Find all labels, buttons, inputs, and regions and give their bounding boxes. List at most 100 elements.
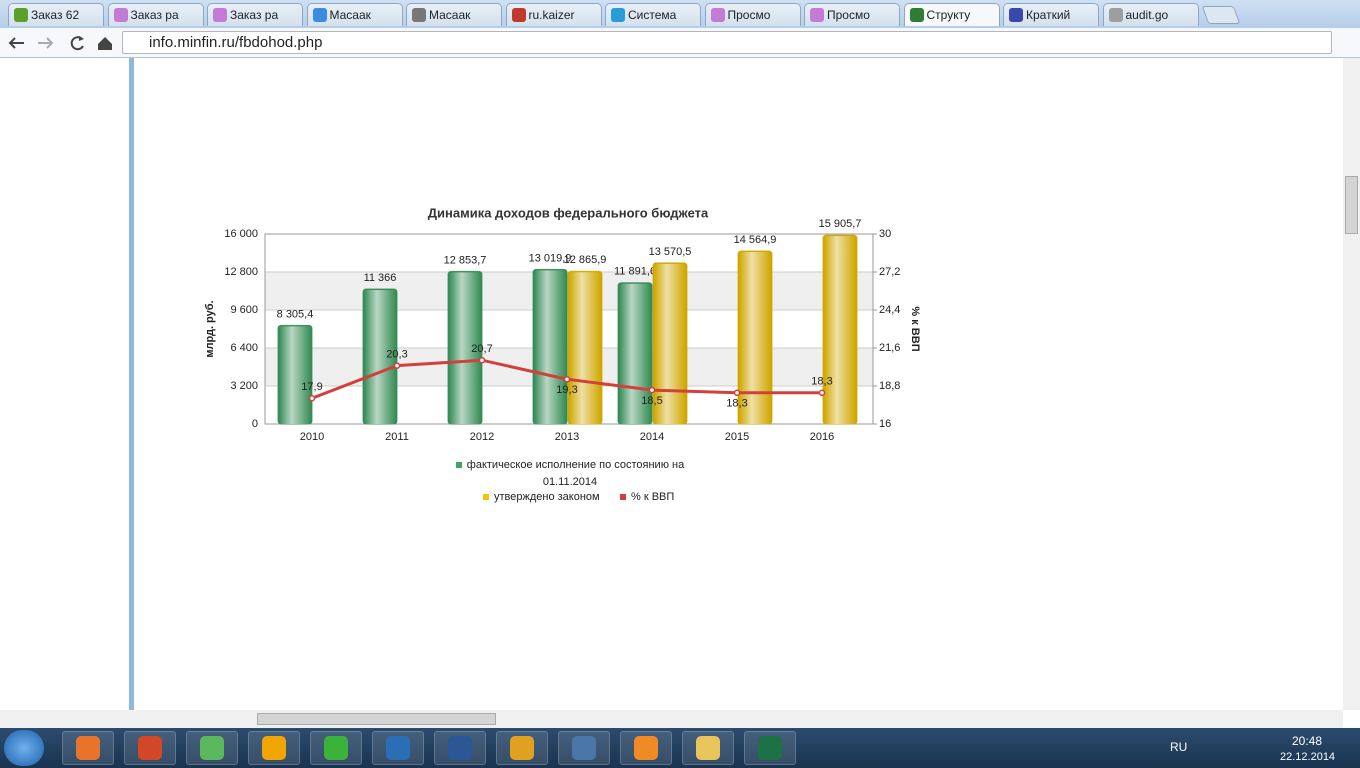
url-field[interactable]: info.minfin.ru/fbdohod.php <box>122 31 1332 54</box>
y-tick-label: 3 200 <box>230 380 258 392</box>
tab-title[interactable]: Заказ 62 <box>31 8 80 22</box>
tab-title[interactable]: Масаак <box>329 8 371 22</box>
nav-buttons[interactable] <box>0 28 120 58</box>
app-icon[interactable] <box>634 736 658 760</box>
app-icon[interactable] <box>138 736 162 760</box>
legend-item[interactable]: % к ВВП <box>620 491 674 503</box>
tab[interactable]: Заказ ра <box>207 3 303 26</box>
app-icon[interactable] <box>386 736 410 760</box>
tab[interactable]: Краткий <box>1003 3 1099 26</box>
line-marker <box>733 389 741 397</box>
legend-label[interactable]: фактическое исполнение по состоянию на 0… <box>466 459 685 488</box>
tab-icon[interactable] <box>213 8 227 22</box>
legend-label[interactable]: % к ВВП <box>631 491 675 503</box>
y-tick-label: 6 400 <box>230 342 258 354</box>
app-icon[interactable] <box>324 736 348 760</box>
tab-title[interactable]: Масаак <box>429 8 471 22</box>
tab-icon[interactable] <box>312 8 327 22</box>
tab[interactable]: Просмо <box>804 3 900 26</box>
taskbar-app[interactable] <box>248 731 300 765</box>
app-icon[interactable] <box>572 736 596 760</box>
tab-title[interactable]: Структу <box>926 8 971 22</box>
scroll-thumb[interactable] <box>257 713 496 725</box>
legend-swatch[interactable] <box>455 462 462 469</box>
vertical-scrollbar[interactable] <box>1343 58 1360 710</box>
y2-tick-label: 21,6 <box>879 342 900 354</box>
bar-highlight <box>654 263 686 424</box>
tab-title[interactable]: Просмо <box>727 8 771 22</box>
tab[interactable]: Структу <box>903 3 1000 26</box>
app-icon[interactable] <box>510 736 534 760</box>
x-tick-label: 2011 <box>385 431 409 443</box>
data-label: 11 891,6 <box>614 266 656 278</box>
data-label: 13 570,5 <box>649 246 692 258</box>
tab-title[interactable]: ru.kaizer <box>528 8 575 22</box>
tab[interactable]: Просмо <box>704 3 801 26</box>
tab-icon[interactable] <box>810 8 824 22</box>
clock-time[interactable]: 20:48 <box>1292 734 1323 748</box>
app-icon[interactable] <box>76 736 100 760</box>
tab-title[interactable]: audit.go <box>1125 8 1169 22</box>
taskbar-app[interactable] <box>124 731 176 765</box>
app-icon[interactable] <box>262 736 286 760</box>
app-icon[interactable] <box>200 736 224 760</box>
taskbar-app[interactable] <box>434 731 486 765</box>
tab-icon[interactable] <box>1108 8 1123 22</box>
tab-icon[interactable] <box>611 8 625 22</box>
language[interactable]: RU <box>1170 740 1188 754</box>
taskbar-app[interactable] <box>558 731 610 765</box>
chart-title: Динамика доходов федерального бюджета <box>428 205 709 220</box>
tab-icon[interactable] <box>412 8 426 22</box>
tab-icon[interactable] <box>909 8 924 22</box>
tab[interactable]: Заказ 62 <box>8 3 104 26</box>
app-icon[interactable] <box>758 736 782 760</box>
tab-icon[interactable] <box>1009 8 1023 22</box>
tab-title[interactable]: Просмо <box>827 8 870 22</box>
scroll-thumb[interactable] <box>1345 176 1358 234</box>
app-icon[interactable] <box>696 736 720 760</box>
tab[interactable]: Система <box>605 3 701 26</box>
y-tick-label: 9 600 <box>230 304 258 316</box>
legend-label[interactable]: утверждено законом <box>494 491 600 503</box>
tab-title[interactable]: Краткий <box>1026 8 1071 22</box>
tab-title[interactable]: Заказ ра <box>230 8 279 22</box>
app-icon[interactable] <box>448 736 472 760</box>
tab-icon[interactable] <box>511 8 526 22</box>
taskbar: RU 20:48 22.12.2014 <box>0 728 1360 768</box>
url[interactable]: info.minfin.ru/fbdohod.php <box>149 34 323 51</box>
taskbar-app[interactable] <box>496 731 548 765</box>
legend-swatch[interactable] <box>483 494 489 501</box>
taskbar-app[interactable] <box>310 731 362 765</box>
taskbar-app[interactable] <box>62 731 114 765</box>
tab[interactable]: Масаак <box>406 3 502 26</box>
taskbar-app[interactable] <box>186 731 238 765</box>
tab[interactable]: audit.go <box>1102 3 1199 26</box>
tab-icon[interactable] <box>14 8 28 22</box>
bar-highlight <box>279 326 311 424</box>
legend-item[interactable]: фактическое исполнение по состоянию на 0… <box>445 457 695 491</box>
bar-highlight <box>824 236 856 424</box>
tab-icon[interactable] <box>113 8 128 22</box>
tab-icon[interactable] <box>710 8 725 22</box>
tab[interactable]: Масаак <box>306 3 403 26</box>
x-tick-label: 2014 <box>640 431 664 443</box>
tab[interactable]: ru.kaizer <box>505 3 602 26</box>
horizontal-scrollbar[interactable] <box>0 710 1343 728</box>
taskbar-app[interactable] <box>682 731 734 765</box>
legend-item[interactable]: утверждено законом <box>483 491 600 503</box>
tab-title[interactable]: Система <box>628 8 677 22</box>
taskbar-app[interactable] <box>372 731 424 765</box>
tab-title[interactable]: Заказ ра <box>130 8 179 22</box>
legend-swatch[interactable] <box>620 494 626 501</box>
y2-tick-label: 24,4 <box>879 304 900 316</box>
start-button[interactable] <box>4 730 44 766</box>
y-tick-label: 12 800 <box>224 266 258 278</box>
tab[interactable]: Заказ ра <box>107 3 204 26</box>
tab-bar: Заказ 62 Заказ ра Заказ ра Масаак Масаак ru.k… <box>0 0 1360 28</box>
data-label: 8 305,4 <box>277 308 314 320</box>
clock-date[interactable]: 22.12.2014 <box>1280 751 1336 763</box>
taskbar-app[interactable] <box>744 731 796 765</box>
data-label: 18,3 <box>726 398 747 410</box>
taskbar-app[interactable] <box>620 731 672 765</box>
x-tick-label: 2012 <box>470 431 494 443</box>
